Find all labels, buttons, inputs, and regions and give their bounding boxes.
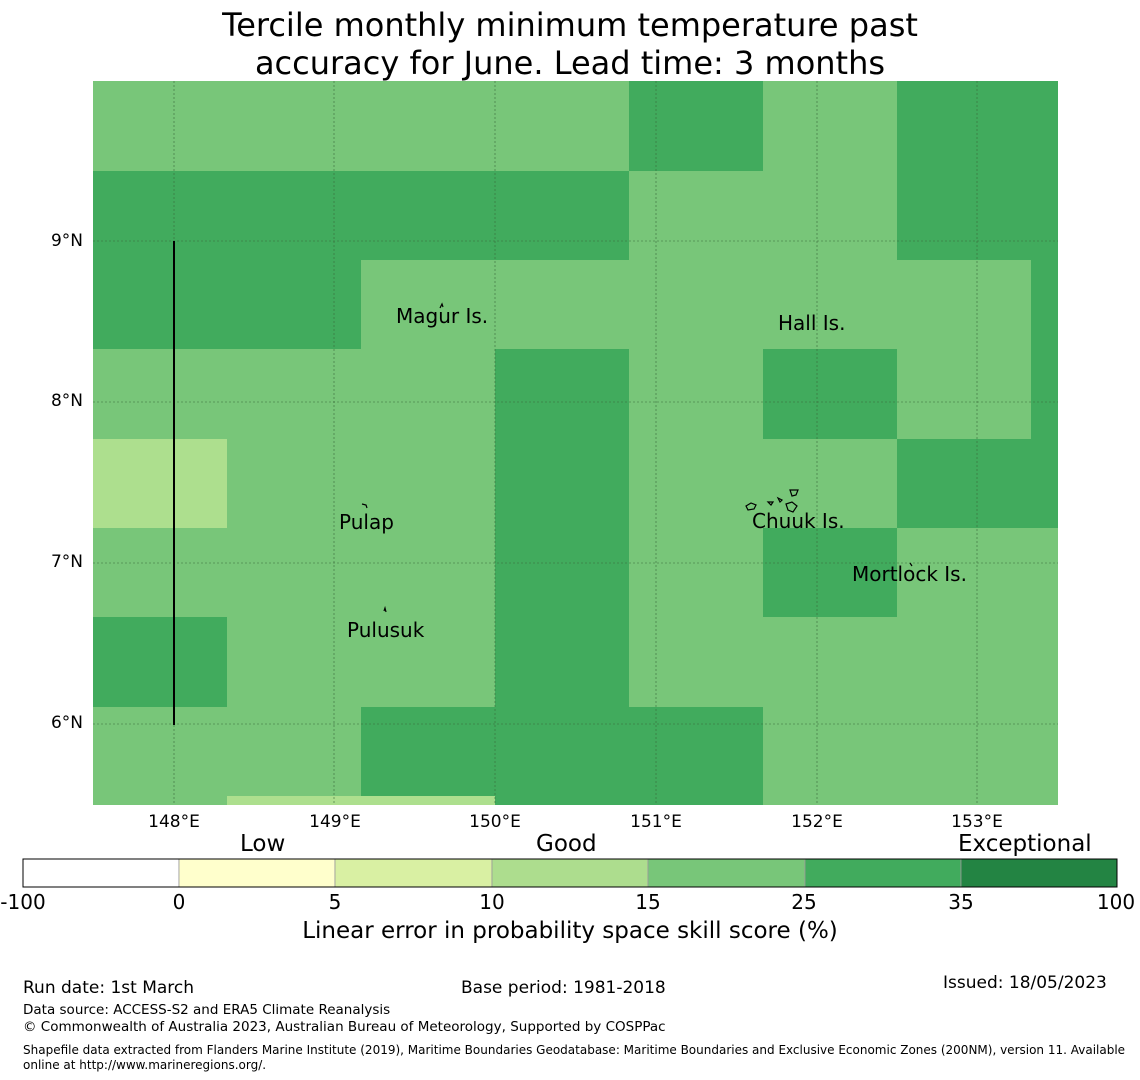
place-label-magur: Magur Is. (396, 304, 489, 328)
place-label-chuuk: Chuuk Is. (752, 509, 845, 533)
place-label-hall: Hall Is. (778, 311, 846, 335)
place-label-mortlock: Mortlock Is. (852, 562, 967, 586)
colorbar-tick-label: 5 (328, 890, 342, 914)
colorbar (22, 858, 1118, 888)
skill-cell (1031, 260, 1058, 528)
category-label-exceptional: Exceptional (958, 831, 1092, 857)
colorbar-segment (334, 858, 493, 888)
colorbar-segment (804, 858, 962, 888)
island-outlines (361, 302, 913, 613)
map-title: Tercile monthly minimum temperature past… (0, 6, 1140, 82)
skill-cell (763, 349, 897, 439)
place-label-pulusuk: Pulusuk (347, 618, 425, 642)
colorbar-tick-label: 25 (791, 890, 817, 914)
lon-label-151e: 151°E (630, 812, 682, 832)
chuuk-island-shape-2 (766, 501, 775, 506)
lon-label-152e: 152°E (791, 812, 843, 832)
skill-cell (629, 81, 763, 171)
colorbar-tick-label: 15 (635, 890, 661, 914)
skill-cell (629, 707, 763, 805)
colorbar-segment (178, 858, 336, 888)
magur-island-shape (439, 302, 444, 309)
skill-cell (897, 439, 1031, 528)
colorbar-tick-label: 10 (479, 890, 505, 914)
lon-label-148e: 148°E (148, 812, 200, 832)
chuuk-island-shape-1 (745, 502, 757, 511)
colorbar-tick-label: 100 (1096, 890, 1136, 914)
skill-cell (227, 796, 361, 805)
skill-cell (897, 81, 1058, 260)
colorbar-frame (22, 858, 1118, 888)
place-label-pulap: Pulap (339, 510, 394, 534)
colorbar-segment (22, 858, 180, 888)
chuuk-island-shape-4 (785, 501, 798, 513)
copyright: © Commonwealth of Australia 2023, Austra… (23, 1019, 666, 1035)
mortlock-island-shape (909, 562, 913, 567)
colorbar-segment (491, 858, 649, 888)
pulap-island-shape (361, 503, 368, 509)
chuuk-island-shape-5 (776, 496, 784, 504)
lat-label-9n: 9°N (50, 231, 83, 251)
base-period: Base period: 1981-2018 (461, 978, 666, 998)
lon-label-153e: 153°E (951, 812, 1003, 832)
skill-cell (93, 439, 227, 528)
lat-label-7n: 7°N (50, 552, 83, 572)
chuuk-island-shape-3 (789, 489, 799, 497)
run-date: Run date: 1st March (23, 978, 195, 998)
lon-label-149e: 149°E (309, 812, 361, 832)
title-line-2: accuracy for June. Lead time: 3 months (254, 44, 886, 82)
colorbar-tick-label: 35 (948, 890, 974, 914)
issued-date: Issued: 18/05/2023 (943, 973, 1107, 993)
colorbar-segment (647, 858, 806, 888)
skill-cell (361, 796, 495, 805)
shapefile-credit: Shapefile data extracted from Flanders M… (23, 1043, 1126, 1072)
skill-cell (93, 171, 629, 260)
skill-cell (763, 528, 897, 617)
colorbar-tick-label: -100 (0, 890, 46, 914)
lon-label-150e: 150°E (469, 812, 521, 832)
data-source: Data source: ACCESS-S2 and ERA5 Climate … (23, 1002, 391, 1018)
category-label-good: Good (536, 831, 597, 857)
skill-cell (93, 260, 361, 349)
skill-cell (361, 707, 629, 805)
colorbar-tick-label: 0 (172, 890, 186, 914)
skill-grid (93, 81, 1058, 805)
lat-label-6n: 6°N (50, 713, 83, 733)
category-label-low: Low (240, 831, 286, 857)
pulusuk-island-shape (383, 605, 387, 613)
colorbar-label: Linear error in probability space skill … (302, 918, 838, 944)
lat-label-8n: 8°N (50, 391, 83, 411)
colorbar-segment (960, 858, 1118, 888)
title-line-1: Tercile monthly minimum temperature past (222, 6, 918, 44)
skill-cell (93, 617, 227, 707)
